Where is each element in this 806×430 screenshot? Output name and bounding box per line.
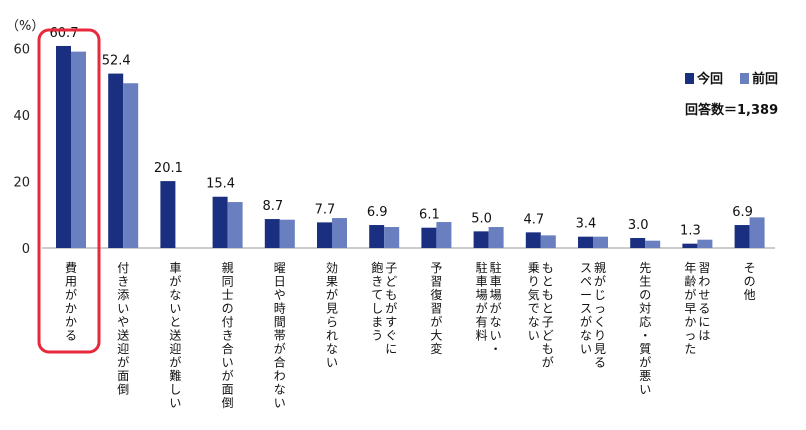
data-label: 6.9 xyxy=(367,205,388,220)
bar-previous xyxy=(593,236,608,248)
category-label: 付き添いや送迎が面倒 xyxy=(117,261,129,397)
bar-current xyxy=(212,196,228,248)
bar-current xyxy=(317,222,332,248)
category-label: 曜日や時間帯が合わない xyxy=(274,261,286,410)
category-label: 駐車場が有料 xyxy=(476,260,488,343)
bar-current xyxy=(525,232,541,248)
data-label: 8.7 xyxy=(262,199,283,214)
category-label: 子どもがすぐに xyxy=(385,261,397,356)
data-label: 20.1 xyxy=(154,161,183,176)
bar-previous xyxy=(227,202,243,248)
y-unit-label: （%） xyxy=(6,19,44,34)
y-tick-label: 20 xyxy=(13,175,30,190)
bar-current xyxy=(421,227,437,248)
category-label: 費用がかかる xyxy=(65,260,77,343)
data-label: 15.4 xyxy=(206,177,235,192)
highlight-frame xyxy=(37,28,101,354)
category-label: 車がないと送迎が難しい xyxy=(169,261,181,410)
y-tick-label: 0 xyxy=(22,242,30,257)
bar-previous xyxy=(384,227,400,248)
category-label: 駐車場がない・ xyxy=(490,260,502,356)
data-label: 3.4 xyxy=(576,217,597,232)
data-label: 4.7 xyxy=(523,212,544,227)
bar-previous xyxy=(332,218,347,248)
category-label: 飽きてしまう xyxy=(371,260,383,343)
bar-current xyxy=(56,45,71,248)
bar-current xyxy=(160,181,176,248)
y-tick-label: 60 xyxy=(13,42,30,57)
bar-current xyxy=(108,73,124,248)
bar-previous xyxy=(279,219,295,248)
category-label: 親同士の付き合いが面倒 xyxy=(222,261,234,410)
data-label: 1.3 xyxy=(680,224,701,239)
category-label: その他 xyxy=(744,261,756,302)
legend-swatch xyxy=(685,73,694,84)
legend-label: 今回 xyxy=(696,71,723,87)
bar-current xyxy=(578,236,593,248)
data-label: 5.0 xyxy=(471,211,492,226)
data-label: 3.0 xyxy=(628,218,649,233)
bar-current xyxy=(682,243,698,248)
category-label: 習わせるには xyxy=(698,261,710,343)
bar-previous xyxy=(436,222,452,248)
bar-previous xyxy=(488,227,504,248)
legend-label: 前回 xyxy=(752,71,778,87)
bar-previous xyxy=(71,51,86,248)
bar-current xyxy=(264,219,280,248)
bar-previous xyxy=(645,240,661,248)
category-label: 先生の対応・質が悪い xyxy=(639,261,651,397)
category-label: 効果が見られない xyxy=(326,260,338,370)
bar-previous xyxy=(697,239,713,248)
data-label: 7.7 xyxy=(315,202,336,217)
category-labels: 費用がかかる 付き添いや送迎が面倒 車がないと送迎が難しい 親同士の付き合いが面倒 曜日… xyxy=(65,260,756,410)
data-label: 6.9 xyxy=(732,205,753,220)
bar-current xyxy=(734,225,750,248)
data-label: 6.1 xyxy=(419,208,440,223)
data-label: 52.4 xyxy=(102,54,131,69)
bar-previous xyxy=(749,217,765,248)
bar-current xyxy=(473,231,489,248)
category-label: 予習復習が大変 xyxy=(430,261,442,356)
category-label: 親がじっくり見る xyxy=(594,261,606,370)
legend-swatch xyxy=(740,73,749,84)
bar-previous xyxy=(540,235,556,248)
category-label: もともと子どもが xyxy=(542,261,554,370)
y-tick-label: 40 xyxy=(13,109,30,124)
bar-previous xyxy=(123,83,139,248)
data-labels: 60.7 52.4 20.1 15.4 8.7 7.7 6.9 6.1 5.0 4.7 3.4 3.0… xyxy=(50,26,753,239)
category-label: 乗り気でない xyxy=(528,261,540,343)
sample-size-note: 回答数＝1,389 xyxy=(685,102,778,118)
category-label: スペースがない xyxy=(580,261,592,356)
bar-current xyxy=(369,225,385,248)
data-label: 60.7 xyxy=(50,26,79,41)
bar-current xyxy=(630,238,646,248)
category-label: 年齢が早かった xyxy=(684,261,696,356)
bars xyxy=(56,45,765,248)
